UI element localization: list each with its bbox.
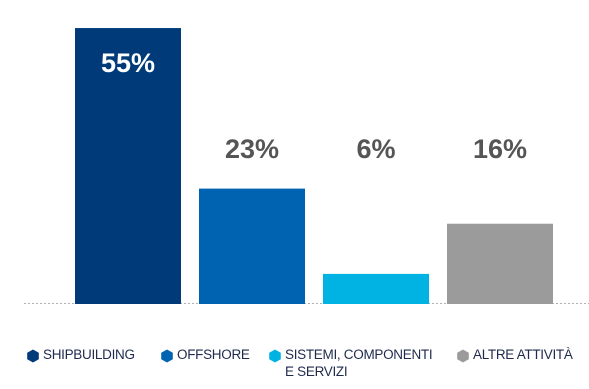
- legend-item-1: SHIPBUILDING: [26, 346, 135, 363]
- legend-label: SISTEMI, COMPONENTI E SERVIZI: [285, 347, 433, 379]
- hexagon-icon: [269, 349, 281, 363]
- value-label-1: 55%: [101, 48, 155, 78]
- value-label-2: 23%: [225, 134, 279, 164]
- legend-item-4: ALTRE ATTIVITÀ: [456, 346, 573, 363]
- legend: SHIPBUILDING OFFSHORE SISTEMI, COMPONENTI …: [0, 346, 589, 389]
- legend-item-2: OFFSHORE: [160, 346, 250, 363]
- legend-item-3: SISTEMI, COMPONENTI E SERVIZI: [268, 346, 433, 380]
- bar-2: [199, 188, 305, 304]
- bar-1: [75, 28, 181, 304]
- bar-3: [323, 273, 429, 304]
- value-label-4: 16%: [473, 134, 527, 164]
- value-labels: 55% 23% 6% 16%: [101, 48, 527, 164]
- hexagon-icon: [161, 349, 173, 363]
- bar-4: [447, 223, 553, 304]
- legend-label: SHIPBUILDING: [43, 347, 135, 362]
- value-label-3: 6%: [356, 134, 395, 164]
- bar-chart: 55% 23% 6% 16%: [24, 28, 589, 304]
- bars: [75, 28, 553, 304]
- legend-label: OFFSHORE: [177, 347, 250, 362]
- legend-label: ALTRE ATTIVITÀ: [473, 347, 573, 362]
- hexagon-icon: [27, 349, 39, 363]
- hexagon-icon: [457, 349, 469, 363]
